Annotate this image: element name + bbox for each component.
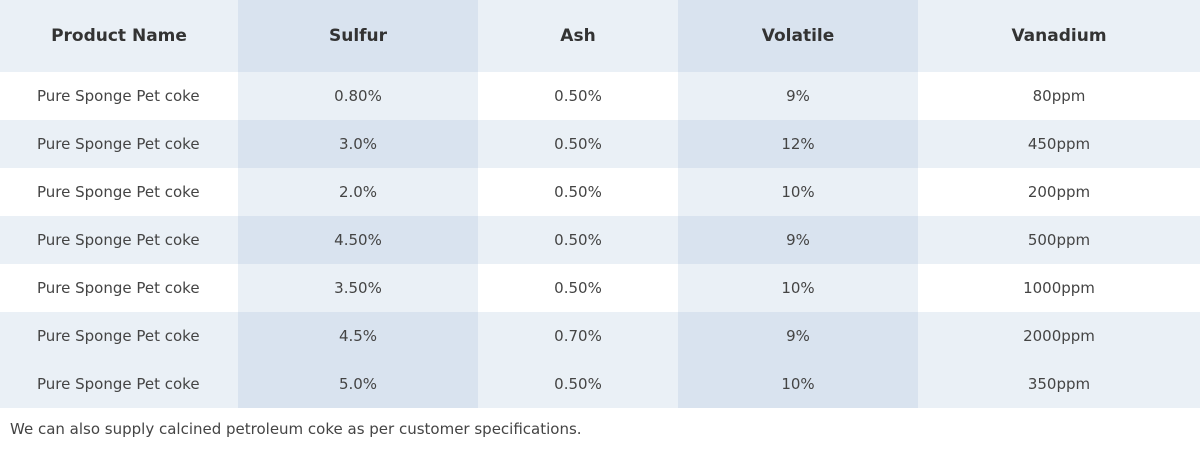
cell-ash: 0.70%: [478, 312, 678, 360]
cell-product-name: Pure Sponge Pet coke: [0, 312, 238, 360]
cell-volatile: 10%: [678, 360, 918, 408]
header-product-name: Product Name: [0, 0, 238, 72]
cell-vanadium: 1000ppm: [918, 264, 1200, 312]
cell-volatile: 9%: [678, 312, 918, 360]
table-header: Product Name Sulfur Ash Volatile Vanadiu…: [0, 0, 1200, 72]
table-row: Pure Sponge Pet coke 3.50% 0.50% 10% 100…: [0, 264, 1200, 312]
cell-ash: 0.50%: [478, 168, 678, 216]
cell-product-name: Pure Sponge Pet coke: [0, 72, 238, 120]
cell-vanadium: 80ppm: [918, 72, 1200, 120]
cell-ash: 0.50%: [478, 264, 678, 312]
table-body: Pure Sponge Pet coke 0.80% 0.50% 9% 80pp…: [0, 72, 1200, 408]
cell-sulfur: 3.0%: [238, 120, 478, 168]
cell-ash: 0.50%: [478, 360, 678, 408]
cell-sulfur: 2.0%: [238, 168, 478, 216]
cell-vanadium: 450ppm: [918, 120, 1200, 168]
cell-vanadium: 200ppm: [918, 168, 1200, 216]
table-row: Pure Sponge Pet coke 4.50% 0.50% 9% 500p…: [0, 216, 1200, 264]
cell-sulfur: 4.5%: [238, 312, 478, 360]
cell-volatile: 9%: [678, 72, 918, 120]
cell-ash: 0.50%: [478, 216, 678, 264]
cell-volatile: 10%: [678, 264, 918, 312]
table-row: Pure Sponge Pet coke 3.0% 0.50% 12% 450p…: [0, 120, 1200, 168]
cell-volatile: 9%: [678, 216, 918, 264]
cell-volatile: 10%: [678, 168, 918, 216]
cell-product-name: Pure Sponge Pet coke: [0, 168, 238, 216]
table-row: Pure Sponge Pet coke 2.0% 0.50% 10% 200p…: [0, 168, 1200, 216]
footnote: We can also supply calcined petroleum co…: [10, 420, 582, 438]
cell-volatile: 12%: [678, 120, 918, 168]
header-volatile: Volatile: [678, 0, 918, 72]
cell-sulfur: 0.80%: [238, 72, 478, 120]
cell-vanadium: 2000ppm: [918, 312, 1200, 360]
cell-product-name: Pure Sponge Pet coke: [0, 360, 238, 408]
cell-sulfur: 3.50%: [238, 264, 478, 312]
cell-vanadium: 500ppm: [918, 216, 1200, 264]
cell-product-name: Pure Sponge Pet coke: [0, 216, 238, 264]
header-sulfur: Sulfur: [238, 0, 478, 72]
cell-vanadium: 350ppm: [918, 360, 1200, 408]
spec-table: Product Name Sulfur Ash Volatile Vanadiu…: [0, 0, 1200, 408]
cell-sulfur: 4.50%: [238, 216, 478, 264]
cell-product-name: Pure Sponge Pet coke: [0, 120, 238, 168]
header-ash: Ash: [478, 0, 678, 72]
cell-product-name: Pure Sponge Pet coke: [0, 264, 238, 312]
table-row: Pure Sponge Pet coke 0.80% 0.50% 9% 80pp…: [0, 72, 1200, 120]
header-vanadium: Vanadium: [918, 0, 1200, 72]
cell-ash: 0.50%: [478, 120, 678, 168]
table-row: Pure Sponge Pet coke 5.0% 0.50% 10% 350p…: [0, 360, 1200, 408]
cell-ash: 0.50%: [478, 72, 678, 120]
cell-sulfur: 5.0%: [238, 360, 478, 408]
header-row: Product Name Sulfur Ash Volatile Vanadiu…: [0, 0, 1200, 72]
table-row: Pure Sponge Pet coke 4.5% 0.70% 9% 2000p…: [0, 312, 1200, 360]
